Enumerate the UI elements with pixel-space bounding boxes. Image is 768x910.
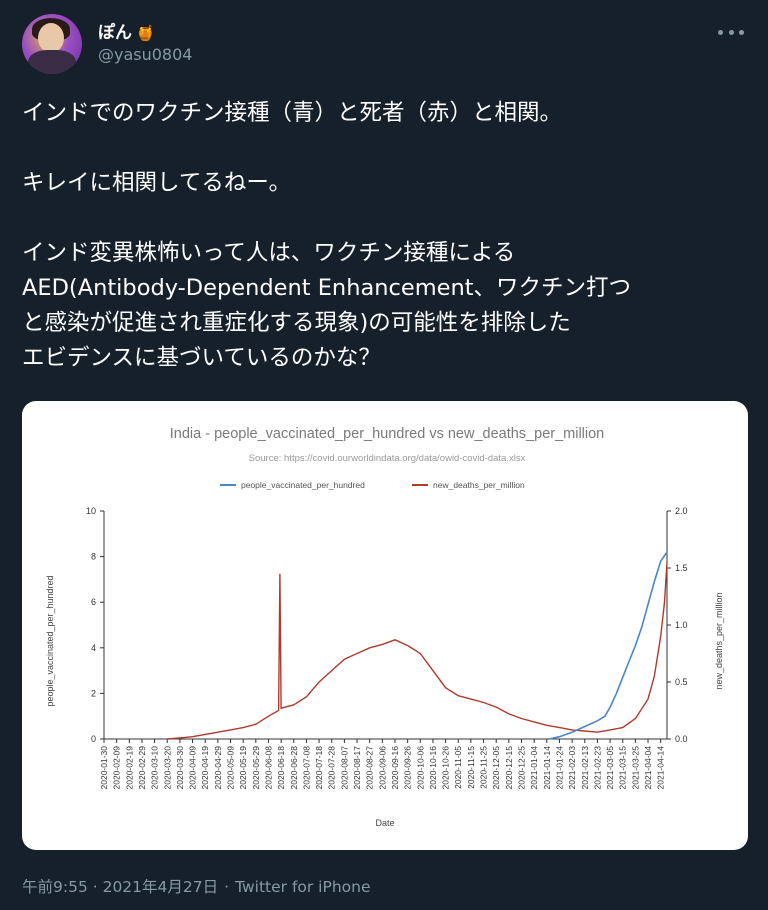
x-axis-ticks: 2020-01-30 2020-02-09 2020-02-19 2020-02-29… bbox=[99, 739, 666, 789]
x-tick-label: 2021-02-23 bbox=[592, 746, 602, 790]
tweet-text: インドでのワクチン接種（青）と死者（赤）と相関。 キレイに相関してるねー。 イン… bbox=[22, 96, 748, 376]
left-tick-label: 0 bbox=[91, 734, 96, 744]
x-tick-label: 2021-03-25 bbox=[630, 746, 640, 790]
right-tick-label: 0.0 bbox=[675, 734, 688, 744]
x-tick-label: 2020-08-07 bbox=[339, 746, 349, 790]
avatar-body bbox=[28, 50, 76, 74]
x-tick-label: 2020-10-26 bbox=[441, 746, 451, 790]
honey-pot-icon: 🍯 bbox=[136, 24, 155, 42]
y-axis-right-label: new_deaths_per_million bbox=[714, 592, 724, 689]
x-tick-label: 2020-05-19 bbox=[238, 746, 248, 790]
x-tick-label: 2021-04-14 bbox=[656, 746, 666, 790]
tweet-line: と感染が促進され重症化する現象)の可能性を排除した bbox=[22, 310, 571, 336]
avatar-face bbox=[38, 23, 64, 53]
left-tick-label: 6 bbox=[91, 597, 96, 607]
x-tick-label: 2021-01-14 bbox=[542, 746, 552, 790]
author-name[interactable]: ぽん 🍯 bbox=[98, 18, 155, 43]
tweet-header: ぽん 🍯 @yasu0804 bbox=[22, 14, 746, 78]
tweet-source[interactable]: Twitter for iPhone bbox=[235, 878, 371, 896]
x-tick-label: 2020-12-15 bbox=[504, 746, 514, 790]
x-tick-label: 2020-12-25 bbox=[517, 746, 527, 790]
right-tick-label: 1.0 bbox=[675, 620, 688, 630]
x-tick-label: 2020-11-15 bbox=[466, 746, 476, 789]
author-display-name[interactable]: ぽん bbox=[98, 23, 132, 43]
footer-separator: · bbox=[224, 878, 230, 896]
left-tick-label: 2 bbox=[91, 688, 96, 698]
tweet-line: エビデンスに基づいているのかな？ bbox=[22, 345, 381, 371]
left-tick-label: 10 bbox=[86, 506, 96, 516]
x-tick-label: 2020-01-30 bbox=[99, 746, 109, 790]
chart-subtitle: Source: https://covid.ourworldindata.org… bbox=[249, 453, 526, 464]
more-horizontal-icon[interactable] bbox=[718, 22, 744, 42]
x-tick-label: 2020-02-09 bbox=[112, 746, 122, 790]
deaths-series-line bbox=[167, 562, 668, 740]
legend-deaths-label: new_deaths_per_million bbox=[433, 480, 525, 490]
x-tick-label: 2020-04-29 bbox=[213, 746, 223, 790]
x-tick-label: 2020-09-06 bbox=[377, 746, 387, 790]
x-tick-label: 2020-04-19 bbox=[200, 746, 210, 790]
x-tick-label: 2020-10-16 bbox=[428, 746, 438, 790]
author-handle[interactable]: @yasu0804 bbox=[98, 45, 193, 64]
right-tick-label: 2.0 bbox=[675, 506, 688, 516]
more-dot bbox=[718, 29, 723, 35]
legend: people_vaccinated_per_hundred new_deaths… bbox=[220, 480, 525, 490]
x-tick-label: 2020-12-05 bbox=[491, 746, 501, 790]
x-tick-label: 2020-07-18 bbox=[314, 746, 324, 790]
x-tick-label: 2020-05-29 bbox=[251, 746, 261, 790]
x-tick-label: 2020-10-06 bbox=[415, 746, 425, 790]
x-tick-label: 2020-09-16 bbox=[390, 746, 400, 790]
tweet-timestamp[interactable]: 午前9:55 · 2021年4月27日 bbox=[22, 878, 219, 896]
tweet-line: キレイに相関してるねー。 bbox=[22, 170, 292, 196]
x-tick-label: 2021-03-05 bbox=[605, 746, 615, 790]
x-tick-label: 2020-07-28 bbox=[327, 746, 337, 790]
left-axis-ticks: 0 2 4 6 8 10 bbox=[86, 506, 104, 744]
right-axis-ticks: 0.0 0.5 1.0 1.5 2.0 bbox=[667, 506, 688, 744]
tweet-line-gap bbox=[22, 201, 748, 236]
x-tick-label: 2020-06-28 bbox=[289, 746, 299, 790]
x-tick-label: 2020-03-30 bbox=[175, 746, 185, 790]
vaccinated-series-line bbox=[549, 551, 668, 740]
y-axis-left-label: people_vaccinated_per_hundred bbox=[45, 575, 55, 706]
x-tick-label: 2021-01-24 bbox=[554, 746, 564, 790]
x-tick-label: 2021-02-13 bbox=[580, 746, 590, 790]
chart-svg: India - people_vaccinated_per_hundred vs… bbox=[45, 426, 724, 828]
tweet-line: インド変異株怖いって人は、ワクチン接種による bbox=[22, 240, 516, 266]
x-tick-label: 2020-03-20 bbox=[162, 746, 172, 790]
x-tick-label: 2020-07-08 bbox=[301, 746, 311, 790]
x-tick-label: 2021-04-04 bbox=[643, 746, 653, 790]
x-tick-label: 2020-06-18 bbox=[276, 746, 286, 790]
x-tick-label: 2021-03-15 bbox=[618, 746, 628, 790]
x-tick-label: 2021-01-04 bbox=[529, 746, 539, 790]
x-tick-label: 2021-02-03 bbox=[567, 746, 577, 790]
x-tick-label: 2020-11-25 bbox=[479, 746, 489, 789]
x-axis-label: Date bbox=[375, 818, 394, 828]
right-tick-label: 0.5 bbox=[675, 677, 688, 687]
right-tick-label: 1.5 bbox=[675, 563, 688, 573]
x-tick-label: 2020-05-09 bbox=[226, 746, 236, 790]
left-tick-label: 8 bbox=[91, 552, 96, 562]
more-dot bbox=[728, 29, 734, 35]
x-tick-label: 2020-02-29 bbox=[137, 746, 147, 790]
x-tick-label: 2020-06-08 bbox=[263, 746, 273, 790]
legend-vaccinated-label: people_vaccinated_per_hundred bbox=[241, 480, 365, 490]
tweet-line: インドでのワクチン接種（青）と死者（赤）と相関。 bbox=[22, 100, 563, 126]
x-tick-label: 2020-02-19 bbox=[124, 746, 134, 790]
more-dot bbox=[739, 29, 744, 35]
x-tick-label: 2020-08-17 bbox=[352, 746, 362, 790]
x-tick-label: 2020-11-05 bbox=[453, 746, 463, 789]
chart-title: India - people_vaccinated_per_hundred vs… bbox=[170, 426, 605, 442]
tweet-footer: 午前9:55 · 2021年4月27日 · Twitter for iPhone bbox=[22, 875, 371, 897]
chart-image[interactable]: India - people_vaccinated_per_hundred vs… bbox=[22, 401, 748, 850]
left-tick-label: 4 bbox=[91, 643, 96, 653]
user-avatar[interactable] bbox=[22, 14, 82, 74]
tweet-line: AED(Antibody-Dependent Enhancement、ワクチン打… bbox=[22, 275, 632, 301]
chart-axes bbox=[103, 511, 668, 740]
x-tick-label: 2020-03-10 bbox=[150, 746, 160, 790]
x-tick-label: 2020-08-27 bbox=[365, 746, 375, 790]
x-tick-label: 2020-04-09 bbox=[188, 746, 198, 790]
tweet-line-gap bbox=[22, 131, 748, 166]
x-tick-label: 2020-09-26 bbox=[403, 746, 413, 790]
